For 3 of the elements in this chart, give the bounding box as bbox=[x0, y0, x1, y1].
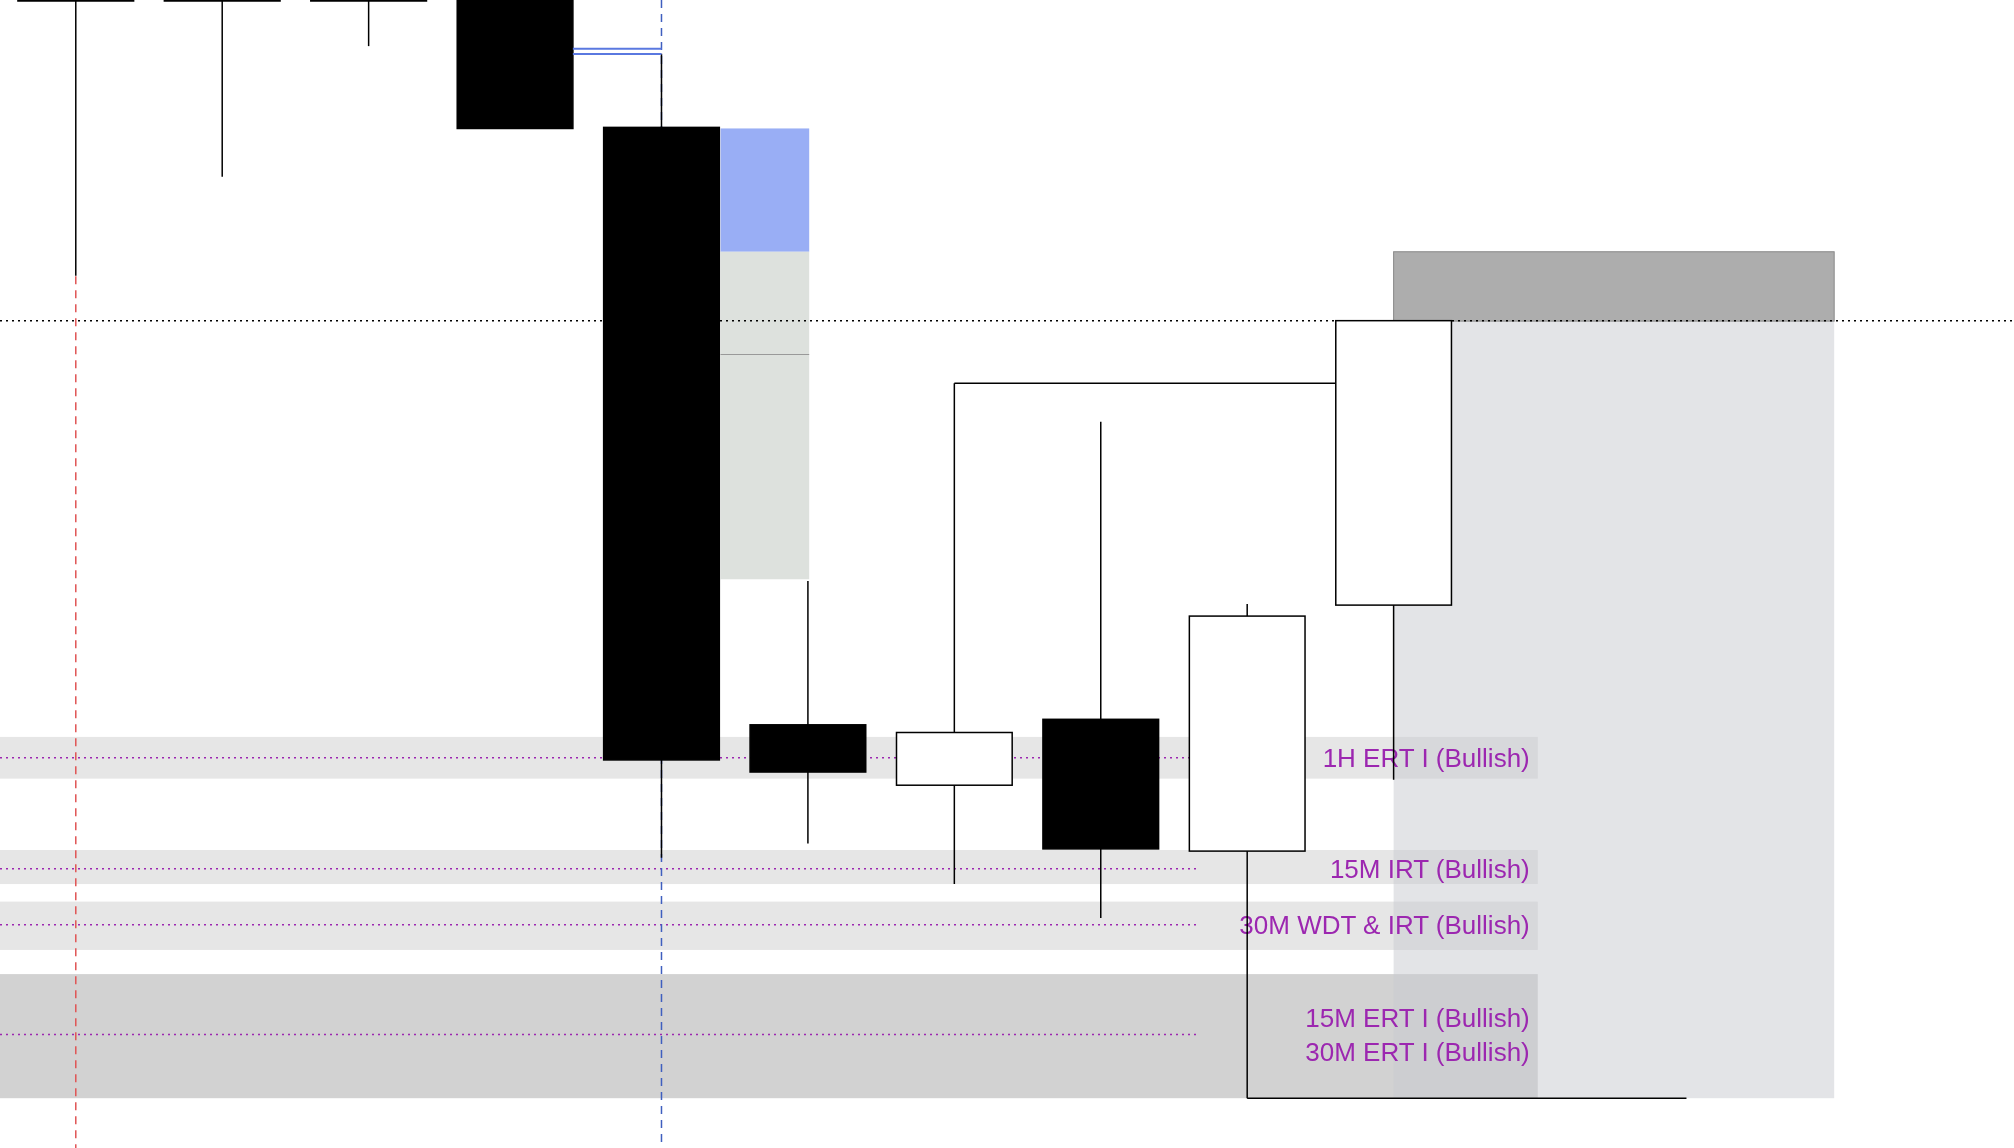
ref-line-label: 15M ERT I (Bullish) bbox=[1305, 1002, 1530, 1033]
ref-line-label: 15M IRT (Bullish) bbox=[1329, 853, 1530, 884]
annotation: 30M ERT I (Bullish) bbox=[1305, 1036, 1530, 1067]
